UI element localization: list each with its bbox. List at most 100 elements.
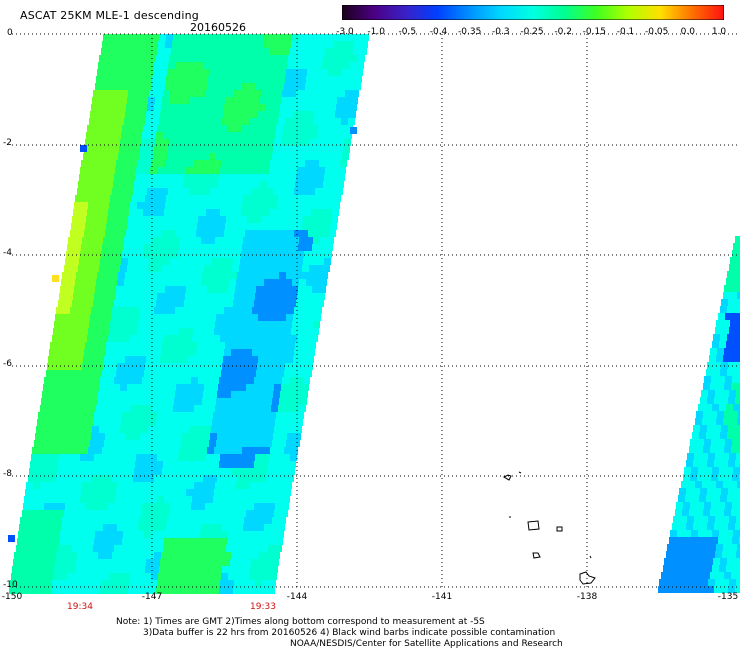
swath-cell: [205, 258, 212, 265]
swath-cell: [170, 587, 177, 594]
swath-cell: [144, 328, 151, 335]
swath-cell: [183, 468, 190, 475]
swath-cell: [115, 293, 122, 300]
swath-cell: [147, 391, 154, 398]
swath-cell: [665, 586, 672, 593]
swath-cell: [159, 279, 166, 286]
swath-cell: [128, 545, 135, 552]
swath-cell: [698, 404, 705, 411]
swath-cell: [287, 146, 294, 153]
swath-cell: [242, 286, 249, 293]
swath-cell: [268, 174, 275, 181]
swath-cell: [275, 90, 282, 97]
swath-cell: [174, 356, 181, 363]
swath-cell: [306, 363, 313, 370]
swath-cell: [732, 439, 739, 446]
swath-cell: [256, 41, 263, 48]
swath-cell: [295, 265, 302, 272]
swath-cell: [205, 587, 212, 594]
swath-cell: [230, 314, 237, 321]
swath-cell: [251, 356, 258, 363]
swath-cell: [175, 230, 182, 237]
swath-cell: [178, 580, 185, 587]
swath-cell: [84, 552, 91, 559]
swath-cell: [224, 391, 231, 398]
swath-cell: [154, 146, 161, 153]
swath-cell: [305, 244, 312, 251]
swath-cell: [295, 223, 302, 230]
swath-cell: [689, 572, 696, 579]
swath-cell: [171, 412, 178, 419]
swath-cell: [20, 559, 27, 566]
swath-cell: [226, 545, 233, 552]
swath-cell: [725, 474, 732, 481]
swath-cell: [287, 475, 294, 482]
swath-cell: [145, 279, 152, 286]
swath-cell: [189, 104, 196, 111]
swath-cell: [704, 474, 711, 481]
swath-cell: [230, 356, 237, 363]
swath-cell: [200, 573, 207, 580]
swath-cell: [136, 251, 143, 258]
swath-cell: [196, 391, 203, 398]
swath-cell: [140, 552, 147, 559]
swath-cell: [252, 230, 259, 237]
swath-cell: [52, 496, 59, 503]
swath-cell: [149, 258, 156, 265]
swath-cell: [165, 328, 172, 335]
swath-cell: [201, 405, 208, 412]
swath-cell: [51, 503, 58, 510]
swath-cell: [140, 104, 147, 111]
swath-cell: [304, 293, 311, 300]
swath-cell: [152, 363, 159, 370]
swath-cell: [733, 467, 740, 474]
swath-cell: [233, 132, 240, 139]
swath-cell: [214, 573, 221, 580]
swath-cell: [186, 370, 193, 377]
swath-cell: [334, 76, 341, 83]
swath-cell: [109, 41, 116, 48]
swath-cell: [96, 566, 103, 573]
swath-cell: [145, 195, 152, 202]
swath-cell: [131, 237, 138, 244]
swath-cell: [292, 279, 299, 286]
swath-cell: [84, 146, 91, 153]
swath-cell: [324, 174, 331, 181]
swath-cell: [60, 286, 67, 293]
colorbar-gradient: [342, 5, 724, 20]
swath-cell: [38, 580, 45, 587]
swath-cell: [273, 188, 280, 195]
swath-cell: [263, 41, 270, 48]
swath-cell: [696, 572, 703, 579]
swath-cell: [212, 132, 219, 139]
swath-cell: [282, 461, 289, 468]
swath-cell: [233, 300, 240, 307]
swath-cell: [716, 418, 723, 425]
swath-cell: [159, 321, 166, 328]
swath-cell: [136, 167, 143, 174]
swath-cell: [47, 405, 54, 412]
swath-cell: [210, 188, 217, 195]
swath-cell: [109, 160, 116, 167]
swath-cell: [118, 517, 125, 524]
swath-cell: [194, 405, 201, 412]
swath-cell: [227, 538, 234, 545]
swath-cell: [255, 496, 262, 503]
swath-cell: [211, 384, 218, 391]
swath-cell: [270, 370, 277, 377]
swath-cell: [329, 188, 336, 195]
swath-cell: [108, 48, 115, 55]
swath-cell: [202, 272, 209, 279]
swath-cell: [723, 355, 730, 362]
swath-cell: [220, 454, 227, 461]
swath-cell: [253, 342, 260, 349]
swath-cell: [187, 195, 194, 202]
swath-cell: [80, 335, 87, 342]
swath-cell: [178, 48, 185, 55]
swath-cell: [86, 300, 93, 307]
swath-cell: [184, 461, 191, 468]
swath-cell: [146, 111, 153, 118]
swath-cell: [247, 587, 254, 594]
swath-cell: [286, 398, 293, 405]
swath-cell: [194, 482, 201, 489]
